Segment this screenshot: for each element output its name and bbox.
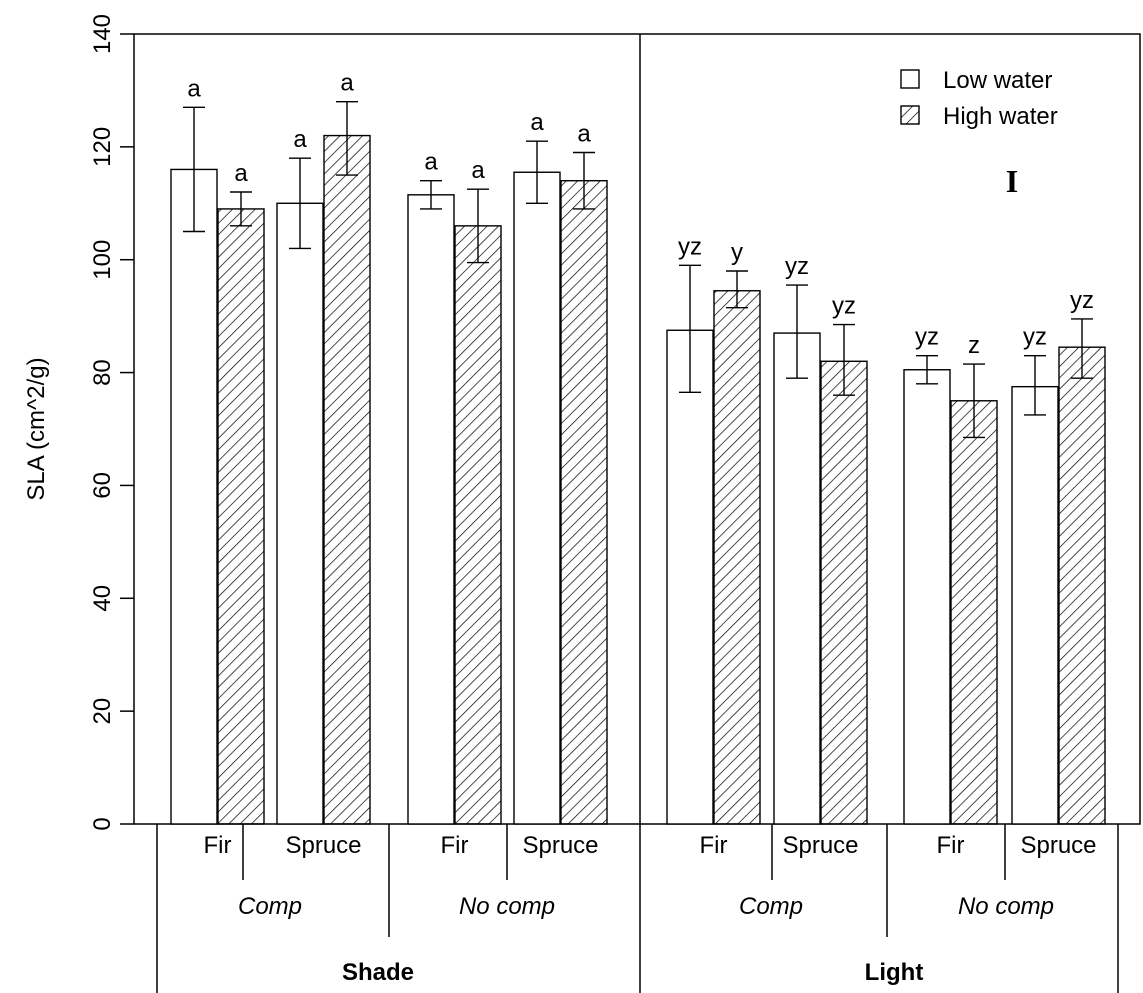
species-label: Fir — [700, 832, 728, 859]
legend: Low water High water — [900, 67, 1058, 130]
y-tick-label: 20 — [89, 698, 116, 725]
bar-low-water — [170, 168, 218, 825]
significance-label: y — [731, 239, 743, 266]
legend-label-low-water: Low water — [943, 67, 1052, 94]
bar-high-water — [713, 290, 761, 825]
species-label: Fir — [441, 832, 469, 859]
significance-label: yz — [832, 293, 856, 320]
significance-label: a — [293, 126, 307, 153]
y-tick-label: 100 — [89, 240, 116, 280]
bar-high-water — [1058, 346, 1106, 825]
significance-label: yz — [1023, 324, 1047, 351]
light-level-label: Shade — [342, 959, 414, 986]
y-tick-label: 140 — [89, 14, 116, 54]
competition-label: Comp — [238, 893, 302, 920]
significance-label: a — [340, 70, 354, 97]
y-tick-label: 60 — [89, 472, 116, 499]
species-label: Fir — [204, 832, 232, 859]
bar-low-water — [1011, 385, 1059, 825]
bar-high-water — [454, 225, 502, 825]
competition-label: Comp — [739, 893, 803, 920]
bar-low-water — [513, 171, 561, 825]
species-label: Fir — [937, 832, 965, 859]
bar-low-water — [407, 194, 455, 825]
competition-label: No comp — [459, 893, 555, 920]
significance-label: a — [424, 149, 438, 176]
plot-frame — [133, 33, 1141, 825]
legend-swatch-low-water — [900, 69, 920, 89]
significance-label: a — [577, 121, 591, 148]
significance-label: yz — [785, 253, 809, 280]
bar-low-water — [666, 329, 714, 825]
species-label: Spruce — [285, 832, 361, 859]
bar-high-water — [323, 134, 371, 825]
significance-label: a — [471, 157, 485, 184]
y-tick-label: 80 — [89, 359, 116, 386]
significance-label: yz — [915, 324, 939, 351]
significance-label: a — [530, 109, 544, 136]
significance-label: yz — [1070, 287, 1094, 314]
species-label: Spruce — [782, 832, 858, 859]
bar-low-water — [276, 202, 324, 825]
competition-label: No comp — [958, 893, 1054, 920]
light-level-label: Light — [865, 959, 924, 986]
y-tick-label: 40 — [89, 585, 116, 612]
bar-high-water — [820, 360, 868, 825]
legend-swatch-high-water — [900, 105, 920, 125]
significance-label: a — [187, 75, 201, 102]
y-tick-label: 120 — [89, 127, 116, 167]
bar-high-water — [217, 208, 265, 825]
species-label: Spruce — [522, 832, 598, 859]
bar-low-water — [903, 369, 951, 825]
bar-high-water — [560, 180, 608, 825]
legend-label-high-water: High water — [943, 103, 1058, 130]
significance-label: a — [234, 160, 248, 187]
species-label: Spruce — [1020, 832, 1096, 859]
significance-label: yz — [678, 233, 702, 260]
bar-high-water — [950, 400, 998, 825]
panel-tag: I — [1006, 163, 1018, 199]
bar-low-water — [773, 332, 821, 825]
significance-label: z — [968, 332, 980, 359]
y-axis-title: SLA (cm^2/g) — [23, 357, 50, 500]
y-tick-label: 0 — [89, 817, 116, 830]
